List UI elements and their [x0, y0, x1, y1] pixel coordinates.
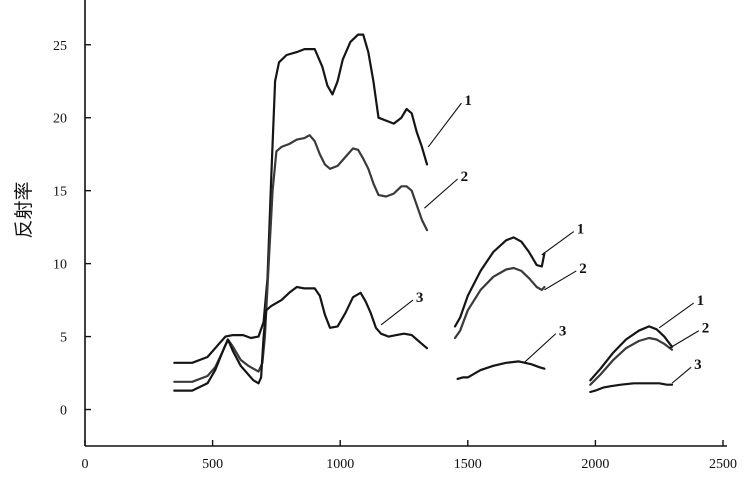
series-label-2: 2	[461, 169, 469, 185]
series-label-3: 3	[416, 290, 424, 306]
leader-line-1	[658, 302, 694, 329]
x-tick-label: 1000	[326, 457, 354, 472]
series-label-2: 2	[702, 321, 710, 337]
series-label-1: 1	[577, 222, 585, 238]
leader-line-2	[544, 270, 577, 291]
series-label-1: 1	[697, 293, 705, 309]
y-axis-label: 反射率	[13, 181, 35, 238]
x-tick-label: 2500	[709, 457, 737, 472]
series-2-curve-1	[173, 134, 429, 383]
series-label-2: 2	[579, 261, 587, 277]
y-tick-label: 15	[53, 185, 67, 200]
leader-line-3	[380, 299, 414, 326]
leader-line-3	[523, 333, 557, 364]
leader-line-1	[541, 231, 575, 256]
series-3-curve-1	[173, 285, 429, 392]
series-2-curve-3	[589, 336, 674, 386]
y-tick-label: 25	[53, 39, 67, 54]
curves	[173, 33, 674, 394]
x-tick-label: 500	[202, 457, 223, 472]
series-3-curve-3	[589, 382, 674, 394]
x-tick-label: 1500	[454, 457, 482, 472]
leader-line-3	[671, 366, 692, 384]
axes	[84, 0, 727, 447]
x-tick-label: 2000	[581, 457, 609, 472]
series-1-curve-1	[173, 33, 429, 364]
y-tick-label: 20	[53, 112, 67, 127]
series-2-curve-2	[453, 266, 546, 340]
series-1-curve-3	[589, 325, 674, 382]
series-label-1: 1	[464, 93, 472, 109]
y-tick-label: 0	[60, 404, 67, 419]
leader-line-1	[427, 102, 462, 148]
leader-lines: 1 2 3 1 2 3 1 2 3	[380, 93, 710, 384]
x-tick-label: 0	[82, 457, 89, 472]
series-label-3: 3	[559, 324, 567, 340]
series-1-curve-2	[453, 236, 546, 328]
y-tick-label: 10	[53, 258, 67, 273]
leader-line-2	[669, 330, 700, 349]
series-3-curve-2	[456, 360, 546, 380]
leader-line-2	[424, 178, 458, 209]
series-label-3: 3	[694, 357, 702, 373]
ticks: 0 500 1000 1500 2000 2500 0 5 10 15 20 25	[53, 39, 737, 472]
y-tick-label: 5	[60, 331, 67, 346]
